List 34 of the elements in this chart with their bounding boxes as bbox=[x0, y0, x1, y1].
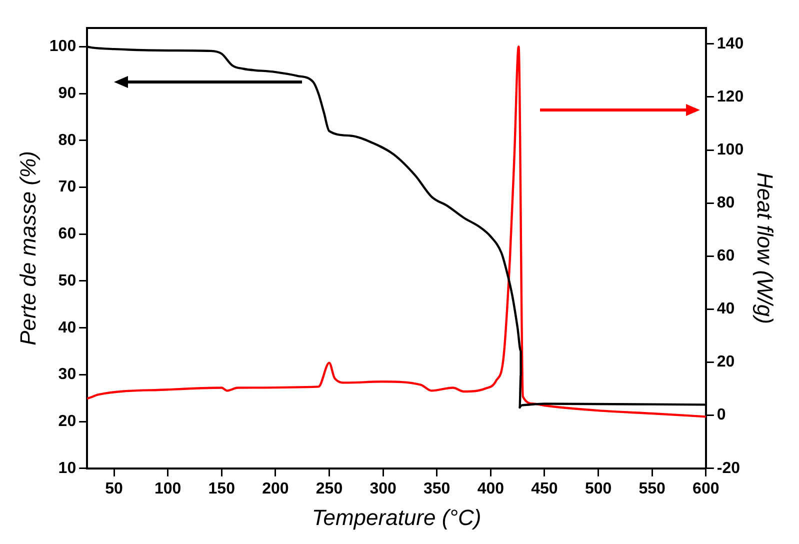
y-tick-label: 50 bbox=[58, 272, 76, 290]
y-axis-title: Perte de masse (%) bbox=[15, 150, 40, 346]
y2-tick-label: 60 bbox=[716, 248, 735, 265]
y-tick-label: 60 bbox=[58, 226, 76, 243]
y2-axis-title: Heat flow (W/g) bbox=[752, 172, 778, 324]
x-tick-label: 300 bbox=[370, 480, 396, 498]
y2-tick-label: 20 bbox=[716, 354, 735, 371]
y2-tick-label: 0 bbox=[716, 406, 726, 424]
y-tick-label: 10 bbox=[58, 460, 76, 477]
y-tick-label: 90 bbox=[58, 85, 76, 102]
y-tick-label: 80 bbox=[58, 132, 76, 149]
x-tick-label: 500 bbox=[584, 480, 612, 498]
x-tick-label: 200 bbox=[262, 480, 289, 498]
y2-tick-label: 100 bbox=[716, 141, 744, 158]
x-tick-label: 250 bbox=[316, 480, 343, 498]
y-tick-label: 20 bbox=[58, 412, 76, 430]
x-tick-label: 150 bbox=[208, 480, 236, 498]
x-tick-label: 600 bbox=[692, 480, 720, 498]
x-axis-title: Temperature (°C) bbox=[312, 504, 482, 530]
x-tick-label: 450 bbox=[531, 480, 558, 498]
y2-tick-label: -20 bbox=[716, 460, 740, 477]
y2-tick-label: 140 bbox=[716, 35, 744, 52]
x-tick-label: 400 bbox=[477, 480, 504, 498]
x-tick-label: 550 bbox=[638, 480, 666, 498]
x-tick-label: 100 bbox=[154, 480, 182, 498]
y2-tick-label: 40 bbox=[716, 300, 735, 318]
y2-tick-label: 80 bbox=[716, 194, 735, 212]
x-tick-label: 350 bbox=[424, 480, 450, 498]
y-tick-label: 30 bbox=[58, 366, 76, 384]
x-tick-label: 50 bbox=[105, 480, 123, 498]
y-tick-label: 100 bbox=[49, 38, 76, 56]
y-tick-label: 40 bbox=[58, 319, 76, 336]
y-tick-label: 70 bbox=[58, 178, 76, 196]
y2-tick-label: 120 bbox=[716, 88, 744, 106]
